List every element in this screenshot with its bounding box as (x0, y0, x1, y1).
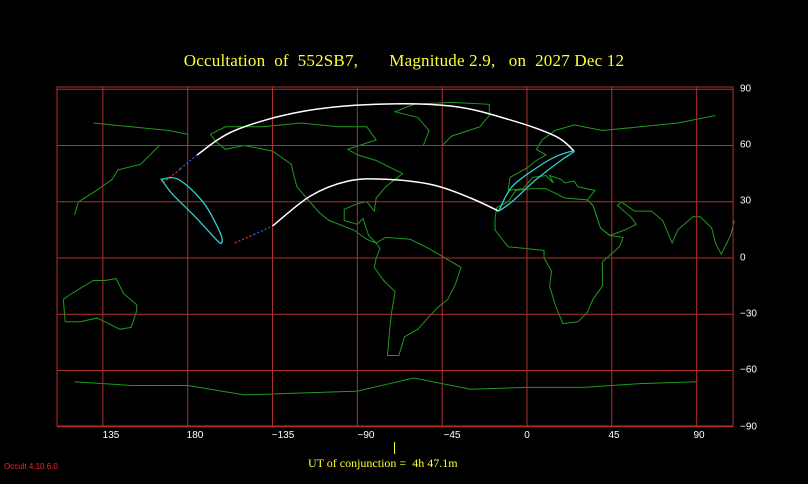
longitude-tick: −45 (443, 430, 461, 441)
coastlines (62, 101, 735, 396)
map-grid (56, 86, 734, 428)
latitude-tick: 0 (740, 252, 746, 264)
longitude-tick: 90 (693, 430, 705, 441)
ut-conjunction-marker (394, 442, 395, 454)
latitude-tick: 90 (740, 83, 752, 95)
occultation-path (159, 103, 575, 245)
east-loop (498, 150, 575, 212)
latitude-tick: 60 (740, 139, 752, 151)
north-america-coastline (209, 122, 404, 244)
south-extension-red (234, 234, 254, 244)
west-loop (159, 176, 223, 245)
antarctica-edge-coastline (74, 377, 697, 396)
south-america-coastline (373, 236, 462, 356)
latitude-tick: −60 (740, 364, 757, 376)
south-extension-blue (253, 225, 273, 236)
version-label: Occult 4.10.6.0 (4, 462, 58, 471)
africa-coastline (494, 188, 624, 325)
longitude-tick: −90 (357, 430, 375, 441)
longitude-tick: 0 (524, 430, 530, 441)
greenland-coastline (393, 101, 490, 146)
north-limit-line (196, 103, 575, 156)
latitude-tick: 30 (740, 195, 752, 207)
longitude-tick: −135 (271, 430, 295, 441)
north-extension-red (162, 168, 181, 184)
longitude-tick: 135 (102, 430, 120, 441)
latitude-tick: −30 (740, 308, 757, 320)
longitude-tick: 45 (608, 430, 620, 441)
north-extension-blue (179, 154, 198, 170)
australia-coastline (62, 278, 138, 330)
ut-conjunction-label: UT of conjunction = 4h 47.1m (308, 456, 458, 470)
map-title: Occultation of 552SB7, Magnitude 2.9, on… (183, 51, 625, 70)
longitude-tick: 180 (186, 430, 204, 441)
europe-asia-coastline (74, 115, 735, 256)
south-limit-line (272, 178, 500, 227)
map-border (56, 86, 734, 427)
latitude-tick: −90 (740, 421, 757, 433)
